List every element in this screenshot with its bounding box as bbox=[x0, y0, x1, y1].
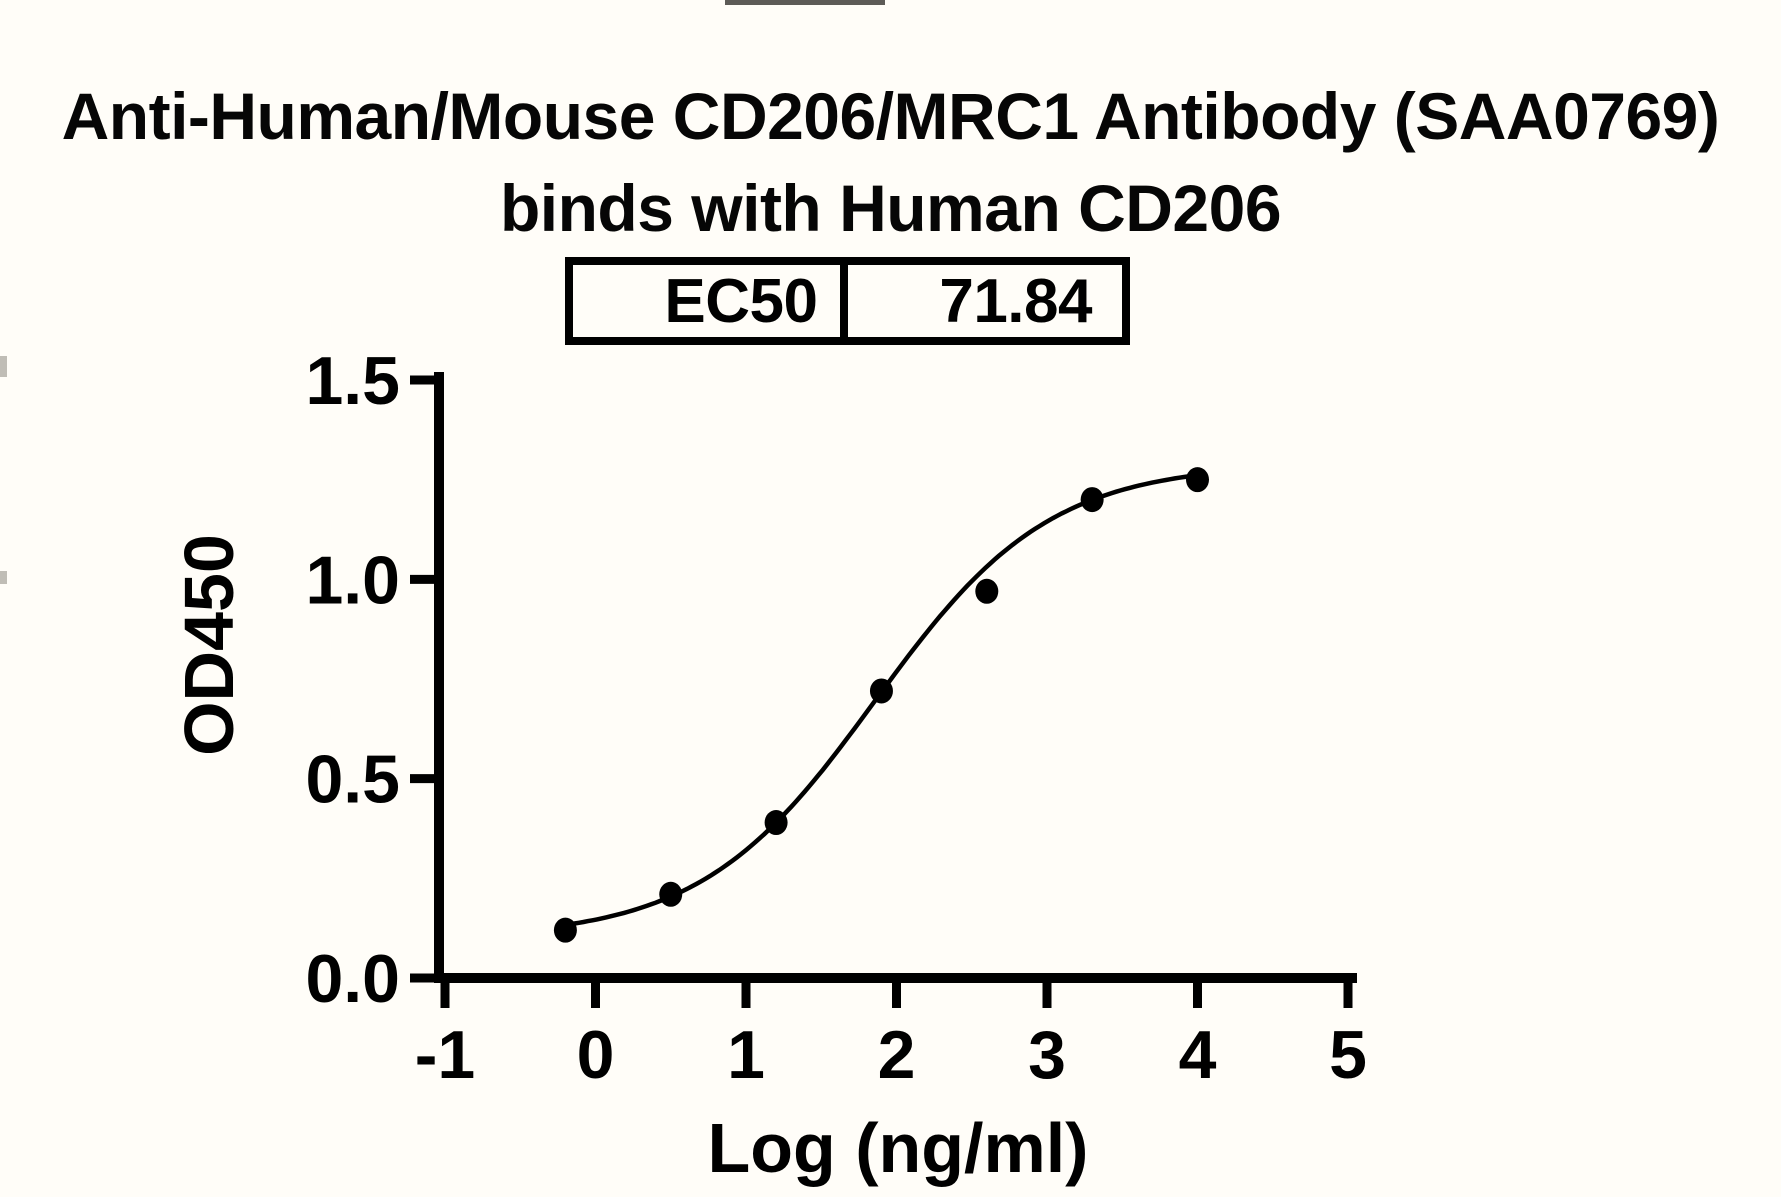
x-tick-label: 2 bbox=[878, 1017, 916, 1093]
chart-title-line2: binds with Human CD206 bbox=[499, 171, 1282, 245]
ec50-table-label-cell: EC50 bbox=[573, 265, 848, 337]
data-point bbox=[1186, 467, 1209, 493]
left-edge-artifact-2 bbox=[0, 571, 7, 584]
data-point bbox=[764, 810, 788, 836]
y-axis-title: OD450 bbox=[170, 534, 248, 756]
y-tick-label: 1.0 bbox=[305, 542, 400, 618]
ec50-table-value-cell: 71.84 bbox=[939, 266, 1092, 336]
y-tick-label: 1.5 bbox=[305, 343, 400, 419]
ec50-table: EC50 71.84 bbox=[565, 257, 1130, 345]
data-point bbox=[1080, 487, 1104, 513]
x-tick-label: 5 bbox=[1329, 1017, 1367, 1093]
x-tick-label: 3 bbox=[1028, 1017, 1066, 1093]
data-point bbox=[869, 678, 893, 704]
left-edge-artifact-1 bbox=[0, 356, 7, 377]
x-tick-label: 0 bbox=[577, 1017, 615, 1093]
y-tick-label: 0.0 bbox=[305, 941, 400, 1017]
x-tick-label: 1 bbox=[727, 1017, 765, 1093]
x-axis-title: Log (ng/ml) bbox=[707, 1109, 1088, 1187]
top-crop-artifact bbox=[725, 0, 885, 5]
chart-title-line1: Anti-Human/Mouse CD206/MRC1 Antibody (SA… bbox=[61, 79, 1720, 153]
data-point bbox=[553, 917, 577, 943]
x-tick-label: -1 bbox=[415, 1017, 475, 1093]
data-point bbox=[975, 578, 999, 604]
data-point bbox=[659, 881, 683, 907]
y-tick-label: 0.5 bbox=[305, 742, 400, 818]
x-tick-label: 4 bbox=[1179, 1017, 1217, 1093]
